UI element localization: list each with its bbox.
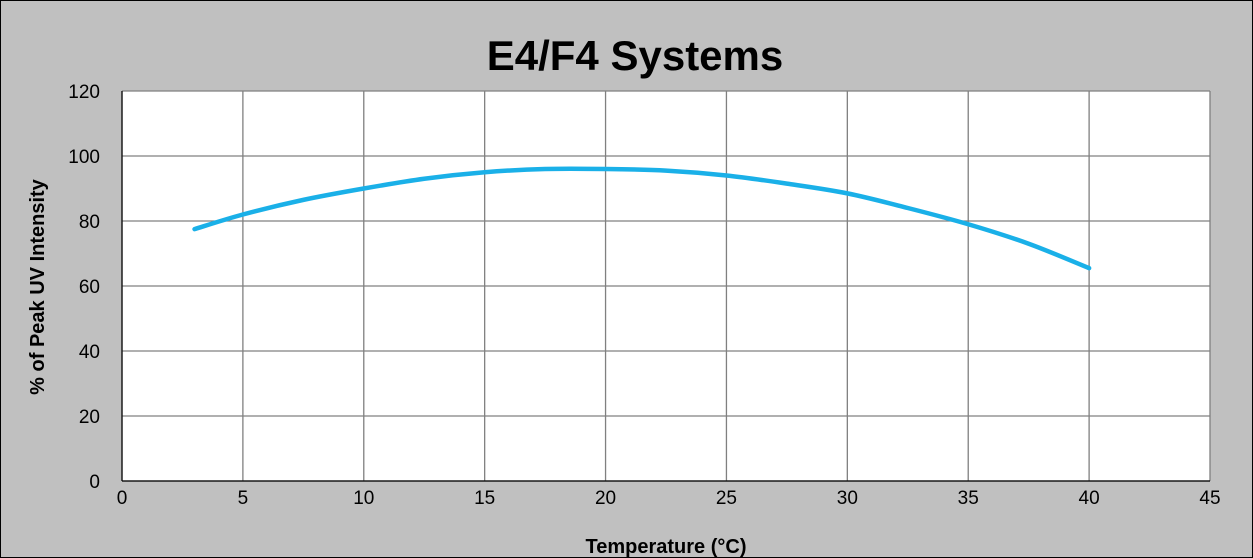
y-tick-label: 100 <box>68 147 100 168</box>
tick-labels: 0 5 10 15 20 25 30 35 40 45 0 20 40 60 80 100 120 <box>68 82 1220 509</box>
x-tick-label: 20 <box>595 488 616 509</box>
x-tick-label: 30 <box>837 488 858 509</box>
y-tick-label: 20 <box>79 407 100 428</box>
x-tick-label: 10 <box>353 488 374 509</box>
x-tick-label: 35 <box>958 488 979 509</box>
x-axis-title: Temperature (°C) <box>586 536 747 558</box>
x-tick-label: 15 <box>474 488 495 509</box>
y-tick-label: 40 <box>79 342 100 363</box>
grid-lines <box>121 90 1211 482</box>
series-layer <box>192 166 1092 271</box>
y-tick-label: 0 <box>89 472 100 493</box>
series-line <box>192 166 1092 271</box>
x-tick-label: 45 <box>1199 488 1220 509</box>
chart-title: E4/F4 Systems <box>487 32 784 79</box>
x-tick-label: 25 <box>716 488 737 509</box>
y-tick-label: 120 <box>68 82 100 103</box>
y-tick-label: 60 <box>79 277 100 298</box>
x-tick-label: 0 <box>117 488 128 509</box>
y-axis-title: % of Peak UV Intensity <box>27 178 49 394</box>
y-tick-label: 80 <box>79 212 100 233</box>
x-tick-label: 5 <box>238 488 249 509</box>
x-tick-label: 40 <box>1079 488 1100 509</box>
